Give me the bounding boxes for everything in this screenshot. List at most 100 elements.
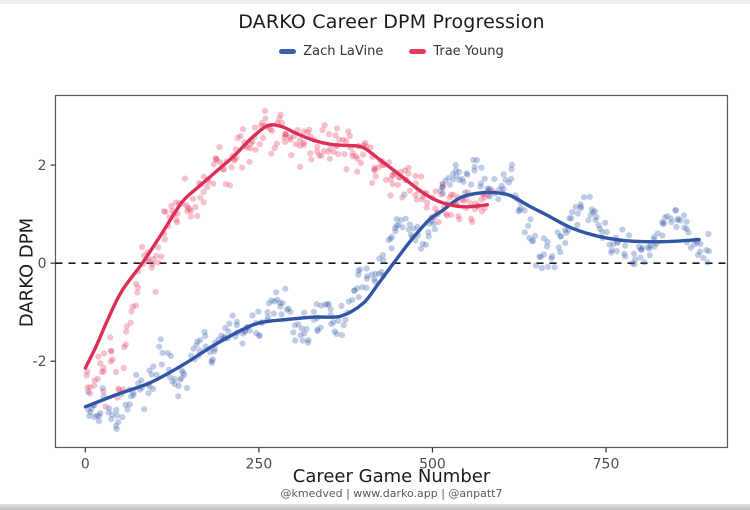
data-point (234, 134, 241, 142)
data-point (100, 368, 107, 375)
data-point (317, 324, 324, 331)
data-point (332, 132, 339, 139)
data-point (651, 233, 658, 241)
data-point (596, 225, 604, 232)
data-point (587, 211, 594, 218)
data-point (322, 301, 329, 308)
data-point (229, 312, 236, 319)
data-point (379, 252, 386, 259)
data-point (418, 245, 425, 252)
data-point (148, 371, 155, 378)
data-point (279, 300, 286, 307)
data-point (119, 414, 126, 421)
data-point (632, 256, 639, 263)
data-point (526, 234, 533, 242)
data-point (580, 194, 588, 201)
data-point (153, 371, 160, 378)
data-point (641, 259, 648, 266)
data-point (237, 133, 244, 140)
data-point (123, 328, 130, 335)
data-point (100, 388, 107, 395)
data-point (363, 275, 370, 282)
data-point (226, 320, 233, 327)
data-point (130, 392, 137, 399)
data-point (256, 333, 263, 340)
data-point (481, 175, 488, 182)
data-point (349, 153, 356, 160)
chart-title: DARKO Career DPM Progression (238, 11, 545, 33)
data-point (319, 127, 326, 134)
data-point (413, 196, 421, 203)
data-point (393, 216, 400, 223)
data-point (325, 301, 332, 308)
data-point (325, 131, 332, 138)
data-point (304, 129, 311, 136)
data-point (305, 336, 312, 344)
data-point (557, 233, 564, 240)
x-tick-label: 250 (246, 457, 273, 473)
data-point (330, 319, 337, 326)
data-point (439, 184, 446, 191)
data-point (277, 300, 284, 307)
legend-swatch-icon (279, 49, 297, 54)
data-point (338, 302, 345, 309)
data-point (313, 301, 320, 308)
data-point (127, 319, 134, 326)
data-point (359, 284, 366, 291)
data-point (314, 326, 321, 333)
data-point (204, 184, 211, 191)
data-point (277, 111, 284, 118)
data-point (456, 168, 463, 175)
data-point (98, 368, 106, 375)
data-point (439, 180, 446, 187)
data-point (452, 167, 459, 174)
data-point (357, 159, 364, 166)
data-point (691, 241, 698, 248)
data-point (259, 119, 266, 127)
data-point (405, 226, 412, 233)
data-point (91, 413, 98, 421)
data-point (446, 181, 453, 188)
data-point (477, 183, 484, 190)
data-point (141, 406, 148, 413)
data-point (619, 226, 626, 233)
data-point (194, 212, 201, 219)
data-point (431, 226, 438, 233)
data-point (577, 201, 584, 208)
data-point (306, 126, 313, 133)
data-point (83, 372, 90, 379)
data-point (450, 170, 457, 177)
data-point (423, 204, 430, 211)
data-point (287, 136, 294, 143)
data-point (562, 239, 569, 246)
data-point (368, 271, 375, 278)
x-axis-title: Career Game Number (292, 466, 491, 487)
data-point (192, 204, 199, 211)
data-point (651, 243, 658, 250)
data-point (442, 210, 449, 217)
data-point (96, 413, 103, 420)
data-point (274, 296, 281, 303)
data-point (478, 164, 485, 171)
data-point (84, 388, 91, 395)
data-point (226, 182, 233, 189)
legend: Zach LaVine Trae Young (55, 44, 728, 59)
data-point (285, 305, 292, 312)
data-point (266, 300, 273, 307)
data-point (148, 264, 155, 271)
data-point (590, 209, 597, 216)
data-point (383, 176, 390, 183)
data-point (175, 382, 182, 389)
data-point (478, 180, 485, 187)
data-point (102, 403, 109, 410)
data-point (387, 192, 394, 199)
data-point (425, 229, 432, 236)
data-point (387, 176, 394, 183)
data-point (435, 219, 442, 226)
data-point (424, 199, 431, 206)
data-point (87, 409, 94, 416)
data-point (270, 310, 277, 317)
data-point (516, 206, 523, 214)
data-point (343, 166, 350, 173)
data-point (351, 287, 358, 294)
